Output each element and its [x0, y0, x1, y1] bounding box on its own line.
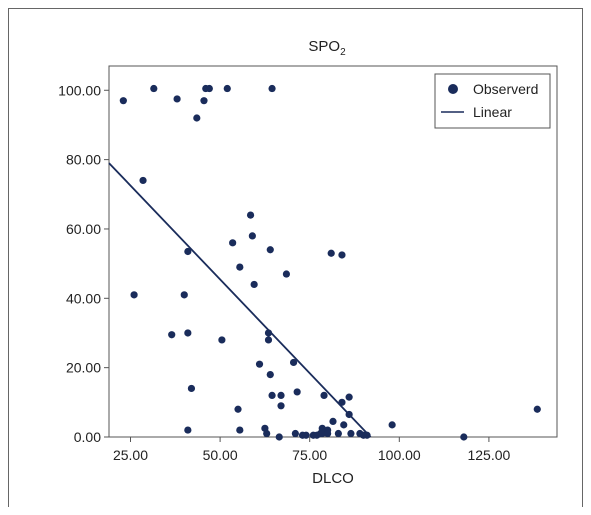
data-point — [268, 391, 276, 399]
data-point — [246, 211, 255, 219]
data-point — [236, 426, 244, 434]
data-point — [268, 84, 276, 93]
y-tick-label: 0.00 — [74, 429, 101, 445]
data-point — [347, 429, 355, 438]
data-point — [130, 291, 138, 299]
data-point — [139, 176, 147, 185]
data-point — [388, 421, 396, 429]
x-axis: 25.00 50.00 75.00 100.00 125.00 — [113, 437, 511, 463]
legend-label-linear: Linear — [473, 104, 512, 120]
y-tick-label: 20.00 — [66, 360, 101, 376]
data-point — [250, 280, 258, 289]
chart-frame — [8, 8, 583, 507]
data-point — [345, 410, 353, 419]
legend-label-observed: Observerd — [473, 81, 538, 97]
data-point — [293, 388, 301, 396]
y-tick-label: 80.00 — [66, 152, 101, 168]
y-tick-label: 40.00 — [66, 290, 101, 306]
data-point — [266, 246, 274, 254]
legend-box — [434, 73, 551, 129]
data-point — [318, 429, 326, 438]
data-point — [275, 433, 283, 441]
data-point — [338, 251, 346, 259]
data-point — [329, 417, 337, 425]
data-point — [277, 391, 285, 399]
y-tick-label: 60.00 — [66, 221, 101, 237]
data-point — [340, 421, 348, 429]
data-point — [263, 429, 271, 438]
data-point — [223, 84, 231, 93]
data-point — [119, 97, 127, 105]
data-point — [255, 360, 264, 368]
data-point — [168, 331, 176, 339]
x-tick-label: 125.00 — [467, 447, 510, 463]
data-point — [277, 402, 285, 410]
data-point — [184, 426, 192, 434]
data-point — [248, 232, 256, 240]
data-point — [236, 263, 244, 271]
data-point — [266, 370, 274, 379]
x-axis-title: DLCO — [312, 470, 354, 487]
data-point — [264, 336, 273, 344]
linear-fit-line — [108, 162, 372, 438]
data-point — [460, 433, 468, 441]
data-point — [150, 84, 158, 93]
series-layer — [108, 84, 541, 441]
data-point — [193, 114, 201, 122]
data-point — [302, 431, 310, 439]
data-point — [229, 239, 237, 247]
data-point — [173, 95, 181, 103]
x-tick-label: 100.00 — [378, 447, 421, 463]
y-tick-label: 100.00 — [58, 82, 101, 98]
data-point — [363, 431, 371, 439]
data-point — [282, 270, 291, 278]
legend: Observerd Linear — [434, 73, 551, 129]
chart-title: SPO2 — [308, 38, 346, 58]
chart-title-subscript: 2 — [340, 47, 346, 58]
data-point — [324, 429, 332, 438]
data-point — [264, 329, 273, 337]
data-point — [338, 398, 346, 406]
data-point — [334, 429, 342, 438]
y-axis: 0.00 20.00 40.00 60.00 80.00 100.00 — [58, 82, 109, 445]
x-tick-label: 50.00 — [203, 447, 238, 463]
data-point — [289, 358, 298, 367]
data-point — [327, 249, 335, 257]
data-point — [184, 329, 192, 337]
data-point — [180, 291, 188, 299]
data-point — [320, 391, 328, 399]
x-tick-label: 75.00 — [292, 447, 327, 463]
data-point — [205, 84, 213, 93]
data-point — [533, 405, 541, 413]
data-point — [200, 97, 208, 105]
data-point — [187, 384, 196, 393]
data-point — [184, 247, 192, 256]
data-point — [345, 393, 353, 401]
data-point — [218, 336, 226, 344]
legend-marker-observed — [448, 84, 458, 94]
x-tick-label: 25.00 — [113, 447, 148, 463]
data-point — [234, 405, 242, 413]
data-point — [291, 429, 299, 438]
